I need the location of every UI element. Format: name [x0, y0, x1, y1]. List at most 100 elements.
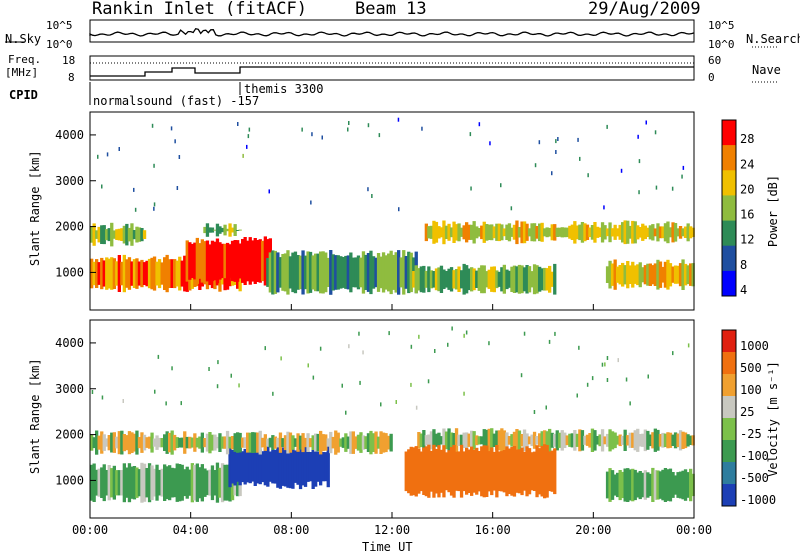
power-cell — [548, 227, 552, 237]
power-scatter — [510, 206, 513, 211]
velocity-cell — [603, 436, 607, 445]
power-cell — [185, 240, 189, 282]
power-cell — [648, 225, 652, 240]
power-cell — [208, 227, 212, 233]
velocity-scatter — [91, 390, 94, 394]
power-cell — [213, 241, 217, 281]
velocity-cell — [681, 470, 685, 500]
velocity-cell — [628, 469, 632, 501]
velocity-cell — [550, 432, 554, 448]
power-cell — [683, 263, 688, 286]
velocity-colorbar-tick-label: 100 — [740, 383, 762, 397]
velocity-scatter — [217, 360, 219, 365]
velocity-colorbar-frame — [721, 329, 737, 507]
power-cell — [658, 261, 663, 288]
power-cell — [689, 226, 693, 239]
power-cell — [422, 265, 426, 293]
velocity-cell — [555, 430, 559, 451]
power-cell — [671, 222, 675, 243]
velocity-cell — [419, 433, 423, 448]
velocity-cell — [490, 428, 494, 453]
velocity-cell — [155, 464, 159, 501]
power-colorbar-tick-label: 28 — [740, 132, 754, 146]
power-cell — [663, 223, 668, 242]
velocity-cell — [324, 452, 328, 482]
power-cell — [97, 262, 101, 285]
freq-trace — [90, 62, 694, 77]
power-cell — [530, 271, 534, 288]
velocity-cell — [613, 432, 617, 449]
velocity-cell — [213, 470, 217, 496]
velocity-cell — [404, 451, 408, 492]
velocity-cell — [306, 433, 310, 452]
velocity-cell — [107, 465, 111, 501]
velocity-cell — [422, 430, 426, 451]
velocity-cell — [364, 436, 368, 449]
power-scatter — [671, 186, 674, 191]
power-cell — [580, 222, 585, 243]
power-cell — [298, 255, 303, 290]
velocity-cell — [616, 472, 620, 498]
velocity-cell — [97, 468, 101, 497]
power-cell — [417, 268, 421, 291]
power-cell — [673, 223, 678, 242]
velocity-cell — [163, 464, 167, 501]
velocity-scatter — [434, 349, 436, 353]
velocity-cell — [188, 469, 192, 496]
velocity-cell — [653, 470, 657, 500]
velocity-cell — [676, 472, 680, 498]
power-cell — [636, 225, 640, 240]
power-cell — [553, 263, 557, 295]
velocity-scatter — [312, 375, 315, 380]
power-cell — [454, 269, 459, 290]
velocity-colorbar-tick-label: -25 — [740, 427, 762, 441]
velocity-scatter — [395, 400, 397, 404]
power-cell — [366, 253, 371, 292]
power-scatter — [347, 127, 349, 132]
power-colorbar-label: Power [dB] — [766, 174, 780, 248]
power-cell — [583, 223, 587, 242]
velocity-cell — [319, 430, 323, 455]
velocity-colorbar-tick-label: -1000 — [740, 493, 776, 507]
velocity-cell — [256, 450, 260, 484]
power-cell — [505, 224, 509, 240]
power-cell — [301, 250, 305, 295]
velocity-cell — [273, 449, 277, 484]
power-cell — [638, 262, 642, 288]
power-cell — [230, 240, 235, 282]
power-cell — [127, 227, 132, 242]
power-cell — [210, 227, 215, 233]
velocity-cell — [293, 438, 298, 447]
power-cell — [540, 268, 544, 291]
velocity-cell — [351, 431, 355, 454]
velocity-colorbar-swatch — [722, 462, 736, 485]
velocity-cell — [656, 429, 660, 451]
velocity-cell — [271, 449, 275, 484]
power-cell — [100, 257, 104, 290]
power-cell — [384, 255, 388, 290]
power-cell — [243, 237, 247, 285]
velocity-cell — [575, 433, 579, 447]
time-tick-label: 08:00 — [273, 523, 309, 537]
freq-frame — [89, 55, 695, 81]
power-cell — [631, 261, 635, 288]
velocity-cell — [424, 446, 428, 497]
power-scatter — [247, 134, 250, 139]
velocity-cell — [203, 438, 207, 448]
power-cell — [457, 266, 461, 292]
power-cell — [258, 239, 262, 283]
velocity-cell — [213, 434, 217, 451]
power-cell — [502, 228, 506, 237]
velocity-cell — [444, 452, 449, 491]
nsky-frame — [89, 19, 695, 43]
power-cell — [210, 240, 215, 282]
power-scatter — [367, 123, 370, 128]
power-colorbar-tick-label: 12 — [740, 233, 754, 247]
power-scatter — [321, 135, 323, 140]
power-cell — [656, 259, 660, 290]
power-cell — [653, 263, 657, 286]
power-cell — [379, 256, 383, 289]
velocity-cell — [215, 462, 220, 503]
velocity-cell — [326, 446, 330, 488]
velocity-cell — [515, 449, 519, 493]
